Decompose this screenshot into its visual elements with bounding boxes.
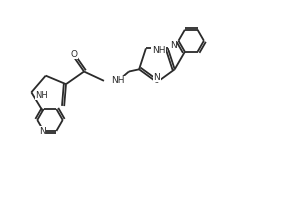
Text: N: N	[154, 73, 160, 82]
Text: NH: NH	[35, 91, 48, 100]
Text: O: O	[70, 50, 77, 59]
Text: N: N	[170, 41, 177, 50]
Text: NH: NH	[152, 46, 165, 55]
Text: N: N	[39, 127, 46, 136]
Text: NH: NH	[111, 76, 124, 85]
